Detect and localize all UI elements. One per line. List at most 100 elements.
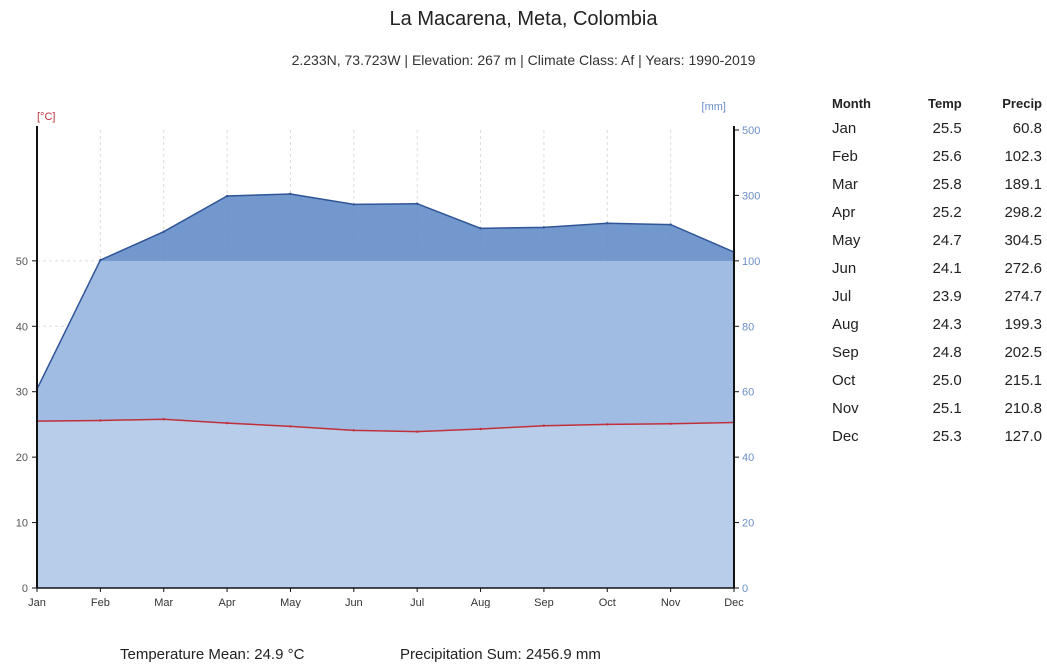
right-tick-label: 500	[742, 125, 760, 137]
right-tick-label: 80	[742, 321, 754, 333]
left-axis-unit: [°C]	[37, 111, 55, 123]
table-header-row: Month Temp Precip	[822, 96, 1042, 117]
temperature-point	[669, 422, 672, 425]
cell-temp: 25.8	[932, 176, 962, 193]
cell-precip: 210.8	[1004, 400, 1042, 417]
cell-precip: 199.3	[1004, 316, 1042, 333]
table-row: May 24.7 304.5	[822, 229, 1042, 257]
right-tick-label: 60	[742, 387, 754, 399]
x-tick-label: May	[280, 597, 301, 608]
cell-month: Jul	[832, 288, 852, 305]
precipitation-point	[669, 223, 672, 226]
cell-temp: 25.2	[932, 204, 962, 221]
temperature-line	[36, 418, 735, 433]
cell-month: Oct	[832, 372, 856, 389]
left-tick-label: 40	[16, 321, 28, 333]
table-row: Feb 25.6 102.3	[822, 145, 1042, 173]
left-tick-label: 0	[22, 583, 28, 595]
x-tick-label: Oct	[599, 597, 616, 608]
right-tick-label: 100	[742, 256, 760, 268]
cell-temp: 25.0	[932, 372, 962, 389]
precipitation-point	[352, 203, 356, 206]
cell-temp: 24.7	[932, 232, 962, 249]
x-tick-label: Nov	[661, 597, 681, 608]
cell-precip: 127.0	[1004, 428, 1042, 445]
cell-temp: 24.1	[932, 260, 962, 277]
right-tick-label: 20	[742, 518, 754, 530]
temperature-point	[606, 423, 609, 426]
cell-month: Jun	[832, 260, 857, 277]
cell-precip: 202.5	[1004, 344, 1042, 361]
table-row: Jul 23.9 274.7	[822, 285, 1042, 313]
left-tick-label: 20	[16, 452, 28, 464]
cell-month: Aug	[832, 316, 859, 333]
table-row: Aug 24.3 199.3	[822, 313, 1042, 341]
left-tick-label: 30	[16, 387, 28, 399]
cell-month: Feb	[832, 148, 858, 165]
cell-precip: 274.7	[1004, 288, 1042, 305]
x-tick-label: Apr	[219, 597, 236, 608]
precipitation-point	[289, 192, 292, 196]
precipitation-point	[162, 230, 165, 233]
precipitation-line	[36, 193, 735, 390]
x-tick-label: Mar	[154, 597, 173, 608]
cell-precip: 304.5	[1004, 232, 1042, 249]
precipitation-point	[479, 227, 482, 230]
temperature-point	[162, 417, 165, 421]
climate-table: Month Temp Precip Jan 25.5 60.8 Feb 25.6 102.…	[822, 96, 1042, 453]
temperature-area	[37, 419, 734, 588]
right-tick-label: 0	[742, 583, 748, 595]
cell-month: Nov	[832, 400, 859, 417]
cell-temp: 25.3	[932, 428, 962, 445]
cell-month: Dec	[832, 428, 859, 445]
table-row: Dec 25.3 127.0	[822, 425, 1042, 453]
cell-temp: 23.9	[932, 288, 962, 305]
left-tick-label: 50	[16, 256, 28, 268]
table-row: Oct 25.0 215.1	[822, 369, 1042, 397]
x-tick-label: Jun	[345, 597, 363, 608]
cell-month: Jan	[832, 120, 857, 137]
temperature-point	[542, 424, 546, 427]
cell-month: May	[832, 232, 861, 249]
temperature-point	[415, 430, 419, 433]
chart-subtitle: 2.233N, 73.723W | Elevation: 267 m | Cli…	[291, 52, 756, 68]
table-row: Jan 25.5 60.8	[822, 117, 1042, 145]
precipitation-point	[606, 222, 609, 225]
right-axis-unit: [mm]	[702, 101, 726, 113]
temperature-point	[225, 421, 229, 425]
table-row: Mar 25.8 189.1	[822, 173, 1042, 201]
cell-precip: 102.3	[1004, 148, 1042, 165]
precipitation-point	[542, 226, 546, 229]
x-tick-label: Sep	[534, 597, 554, 608]
x-tick-label: Jul	[410, 597, 424, 608]
right-tick-label: 300	[742, 190, 760, 202]
precipitation-sum: Precipitation Sum: 2456.9 mm	[400, 646, 601, 663]
x-tick-label: Jan	[28, 597, 46, 608]
cell-month: Apr	[832, 204, 856, 221]
chart-title: La Macarena, Meta, Colombia	[389, 8, 658, 30]
cell-month: Sep	[832, 344, 859, 361]
precipitation-point	[225, 194, 229, 198]
x-tick-label: Aug	[471, 597, 491, 608]
temperature-point	[289, 425, 292, 428]
table-row: Apr 25.2 298.2	[822, 201, 1042, 229]
cell-precip: 60.8	[1012, 120, 1042, 137]
cell-temp: 25.6	[932, 148, 962, 165]
cell-temp: 24.8	[932, 344, 962, 361]
cell-precip: 189.1	[1004, 176, 1042, 193]
temperature-point	[99, 419, 102, 422]
x-tick-label: Dec	[724, 597, 744, 608]
table-row: Jun 24.1 272.6	[822, 257, 1042, 285]
table-row: Nov 25.1 210.8	[822, 397, 1042, 425]
precipitation-point	[415, 202, 419, 205]
temperature-mean: Temperature Mean: 24.9 °C	[120, 646, 305, 663]
cell-precip: 272.6	[1004, 260, 1042, 277]
cell-temp: 24.3	[932, 316, 962, 333]
right-tick-label: 40	[742, 452, 754, 464]
column-header-month: Month	[832, 96, 871, 111]
column-header-temp: Temp	[928, 96, 962, 111]
cell-temp: 25.5	[932, 120, 962, 137]
left-tick-label: 10	[16, 518, 28, 530]
x-tick-label: Feb	[91, 597, 110, 608]
